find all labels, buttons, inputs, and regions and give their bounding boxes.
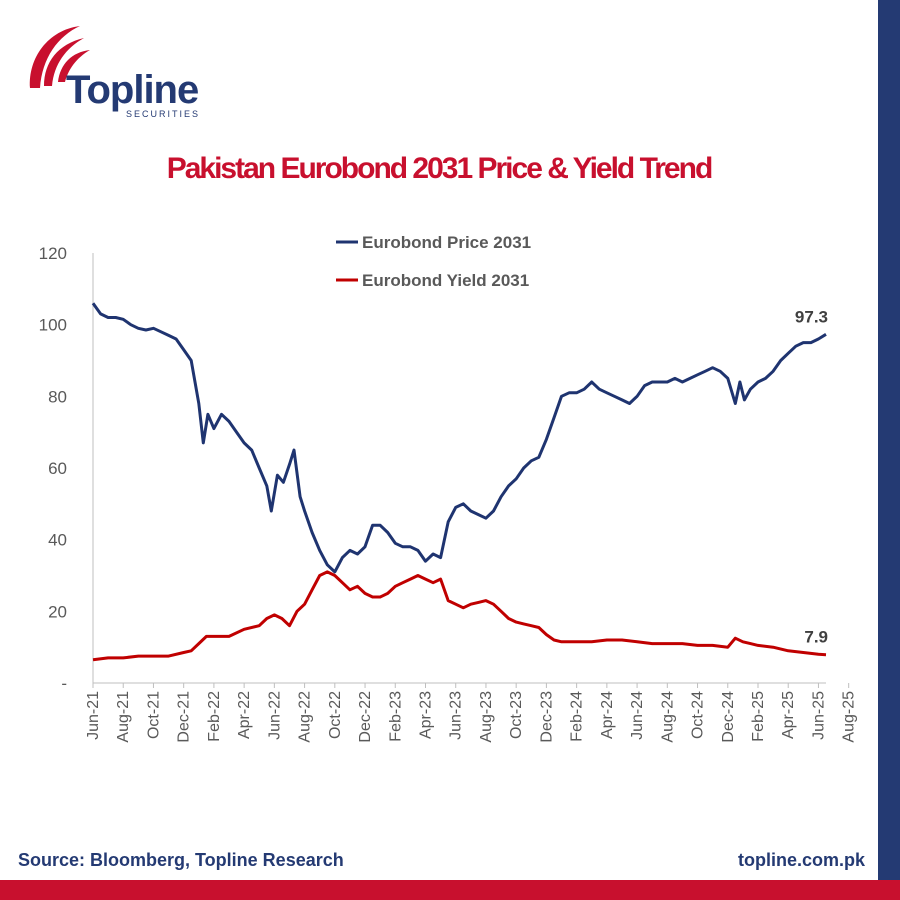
y-tick-label: - (61, 674, 67, 693)
x-tick-label: Dec-21 (176, 691, 193, 743)
x-tick-label: Dec-24 (720, 691, 737, 743)
x-tick-label: Apr-23 (417, 691, 434, 739)
x-tick-label: Aug-24 (659, 691, 676, 743)
price-series-line (91, 302, 827, 574)
x-tick-label: Oct-22 (327, 691, 344, 739)
y-tick-label: 120 (39, 244, 67, 263)
x-tick-label: Dec-22 (357, 691, 374, 743)
y-tick-label: 20 (48, 602, 67, 621)
x-tick-label: Jun-25 (810, 691, 827, 740)
y-tick-label: 60 (48, 459, 67, 478)
x-tick-label: Feb-25 (750, 691, 767, 742)
x-tick-label: Oct-21 (145, 691, 162, 739)
x-tick-label: Apr-24 (599, 691, 616, 739)
x-tick-label: Aug-21 (115, 691, 132, 743)
yield-series-line (92, 570, 827, 662)
yield-end-label: 7.9 (804, 628, 828, 647)
x-tick-label: Jun-24 (629, 691, 646, 740)
topline-logo: Topline SECURITIES (18, 18, 228, 119)
price-end-label: 97.3 (795, 307, 828, 326)
source-note: Source: Bloomberg, Topline Research (18, 850, 344, 870)
x-tick-label: Jun-21 (85, 691, 102, 740)
x-tick-label: Apr-22 (236, 691, 253, 739)
legend-yield-label: Eurobond Yield 2031 (362, 271, 529, 290)
y-tick-label: 100 (39, 316, 67, 335)
right-accent-bar (878, 0, 900, 900)
y-tick-label: 40 (48, 531, 67, 550)
brand-name: Topline (66, 68, 199, 112)
x-tick-label: Aug-25 (841, 691, 858, 743)
x-tick-label: Jun-23 (448, 691, 465, 740)
brand-subtitle: SECURITIES (126, 109, 201, 119)
bottom-accent-bar (0, 880, 900, 900)
x-tick-label: Feb-22 (206, 691, 223, 742)
legend-price-label: Eurobond Price 2031 (362, 233, 531, 252)
line-chart: - 20 40 60 80 100 120 Jun-21 Aug-21 Oct-21 Dec-21 F… (39, 233, 858, 743)
x-tick-label: Dec-23 (538, 691, 555, 743)
x-tick-label: Oct-23 (508, 691, 525, 739)
x-tick-label: Aug-22 (297, 691, 314, 743)
website-link[interactable]: topline.com.pk (737, 850, 865, 870)
x-tick-label: Jun-22 (266, 691, 283, 740)
x-tick-label: Apr-25 (780, 691, 797, 739)
x-tick-label: Aug-23 (478, 691, 495, 743)
logo-swoosh-icon (29, 26, 90, 88)
chart-title: Pakistan Eurobond 2031 Price & Yield Tre… (166, 152, 714, 185)
x-tick-label: Feb-23 (387, 691, 404, 742)
x-tick-label: Oct-24 (690, 691, 707, 739)
y-tick-label: 80 (48, 387, 67, 406)
x-tick-label: Feb-24 (569, 691, 586, 742)
